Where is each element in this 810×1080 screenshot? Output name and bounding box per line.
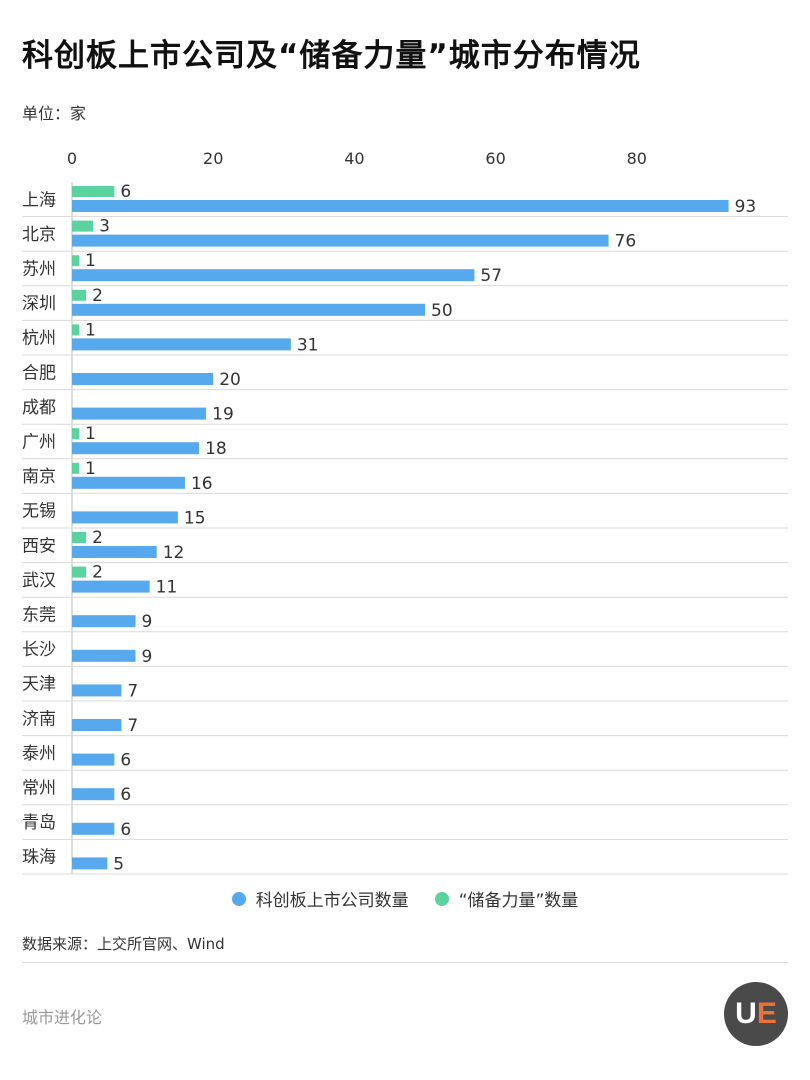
bar-label-reserve: 6: [120, 182, 131, 202]
category-label: 济南: [22, 709, 56, 729]
bar-reserve: [72, 186, 115, 197]
category-label: 长沙: [22, 640, 56, 660]
bar-label-listed: 12: [163, 543, 185, 563]
bar-listed: [72, 649, 136, 662]
bar-reserve: [72, 324, 80, 336]
bar-listed: [72, 234, 609, 247]
bar-listed: [72, 615, 136, 628]
bar-reserve: [72, 428, 80, 440]
bar-label-listed: 6: [120, 751, 131, 771]
x-tick-label: 20: [203, 149, 223, 168]
legend-item-listed: 科创板上市公司数量: [231, 886, 409, 911]
category-label: 成都: [22, 398, 56, 418]
category-label: 西安: [22, 536, 56, 556]
bar-listed: [72, 407, 207, 420]
bar-label-listed: 16: [191, 474, 213, 494]
bar-label-listed: 15: [184, 508, 206, 528]
unit-label: 单位：家: [22, 104, 87, 123]
bar-label-listed: 19: [212, 405, 234, 425]
category-label: 无锡: [22, 502, 56, 522]
bar-label-listed: 11: [156, 578, 178, 598]
category-label: 苏州: [22, 260, 56, 280]
bar-listed: [72, 442, 200, 455]
bar-label-listed: 9: [142, 612, 153, 632]
bar-reserve: [72, 220, 94, 232]
bar-reserve: [72, 532, 87, 543]
category-label: 泰州: [22, 744, 56, 764]
bar-label-listed: 9: [142, 647, 153, 667]
bar-listed: [72, 373, 214, 385]
bar-listed: [72, 684, 122, 697]
chart-title: 科创板上市公司及“储备力量”城市分布情况: [22, 38, 641, 74]
data-source: 数据来源：上交所官网、Wind: [22, 935, 225, 953]
legend: 科创板上市公司数量 “储备力量”数量: [0, 886, 810, 911]
category-label: 深圳: [22, 294, 56, 314]
bar-reserve: [72, 566, 87, 578]
bar-label-listed: 7: [127, 681, 138, 701]
legend-label-reserve: “储备力量”数量: [458, 891, 579, 911]
bar-label-listed: 20: [219, 370, 241, 390]
category-label: 青岛: [22, 813, 56, 833]
bar-label-reserve: 2: [92, 528, 103, 548]
category-label: 上海: [22, 190, 56, 210]
bar-label-listed: 76: [615, 232, 637, 252]
bar-label-reserve: 3: [99, 217, 110, 237]
bar-label-listed: 93: [735, 197, 757, 217]
bar-label-listed: 7: [127, 716, 138, 736]
category-label: 杭州: [22, 329, 56, 349]
bar-reserve: [72, 289, 87, 301]
bar-listed: [72, 857, 108, 870]
bar-listed: [72, 200, 729, 212]
bar-listed: [72, 303, 425, 316]
category-label: 天津: [22, 675, 56, 695]
bar-label-reserve: 1: [85, 320, 96, 340]
bar-label-reserve: 1: [85, 251, 96, 271]
bar-listed: [72, 511, 178, 524]
category-label: 合肥: [22, 363, 56, 383]
bar-listed: [72, 338, 291, 351]
bar-label-listed: 18: [205, 439, 227, 459]
bar-label-listed: 6: [120, 820, 131, 840]
bar-label-listed: 5: [113, 854, 124, 874]
legend-item-reserve: “储备力量”数量: [434, 886, 579, 911]
divider: [22, 962, 788, 963]
bar-label-listed: 57: [480, 266, 502, 286]
legend-dot-reserve: [434, 891, 449, 906]
category-label: 北京: [22, 225, 56, 245]
legend-dot-listed: [231, 891, 246, 906]
brand-name: 城市进化论: [22, 1008, 103, 1027]
category-label: 常州: [22, 779, 56, 799]
bar-reserve: [72, 255, 80, 267]
bar-listed: [72, 788, 115, 801]
bar-listed: [72, 753, 115, 766]
category-label: 东莞: [22, 606, 56, 626]
bar-label-listed: 6: [120, 785, 131, 805]
bar-label-listed: 31: [297, 335, 319, 355]
bar-listed: [72, 476, 185, 489]
category-label: 珠海: [22, 848, 56, 868]
bar-label-reserve: 2: [92, 563, 103, 583]
bar-listed: [72, 580, 150, 593]
bar-label-reserve: 2: [92, 286, 103, 306]
bar-listed: [72, 546, 157, 558]
x-tick-label: 40: [344, 149, 364, 168]
bar-listed: [72, 269, 475, 282]
x-tick-label: 0: [67, 149, 77, 168]
x-tick-label: 80: [627, 149, 647, 168]
bar-listed: [72, 719, 122, 731]
category-label: 南京: [22, 467, 56, 487]
legend-label-listed: 科创板上市公司数量: [255, 891, 409, 911]
bar-label-reserve: 1: [85, 459, 96, 479]
x-tick-label: 60: [485, 149, 505, 168]
bar-label-reserve: 1: [85, 424, 96, 444]
category-label: 武汉: [22, 571, 56, 591]
category-label: 广州: [22, 433, 56, 453]
bar-listed: [72, 822, 115, 835]
bar-reserve: [72, 462, 80, 474]
bar-label-listed: 50: [431, 301, 453, 321]
